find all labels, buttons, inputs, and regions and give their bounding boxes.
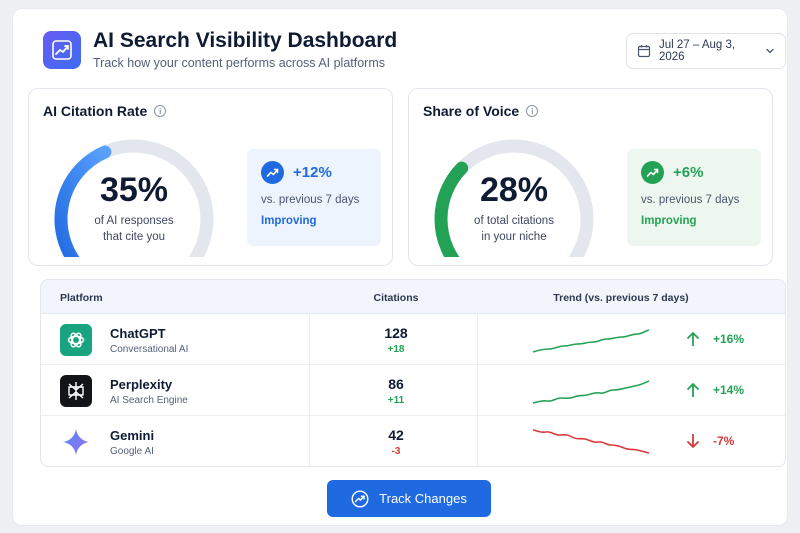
share-of-voice-delta: +6% <box>673 164 704 181</box>
share-of-voice-status: Improving <box>641 215 697 227</box>
platform-type: AI Search Engine <box>110 395 188 406</box>
caption-line-2: in your niche <box>481 231 547 243</box>
platform-name: Gemini <box>110 428 155 443</box>
citation-rate-title-row: AI Citation Rate i <box>43 103 167 119</box>
calendar-icon <box>637 45 651 58</box>
platform-name: Perplexity <box>110 377 173 392</box>
share-of-voice-delta-box: +6% vs. previous 7 days Improving <box>627 149 761 246</box>
trend-circle-icon <box>351 489 369 508</box>
platform-table: Platform Citations Trend (vs. previous 7… <box>40 279 786 467</box>
header-platform: Platform <box>60 292 103 304</box>
citation-rate-delta: +12% <box>293 164 332 181</box>
caption-line-1: of AI responses <box>94 215 174 227</box>
chevron-down-icon <box>766 48 774 54</box>
date-range-picker[interactable]: Jul 27 – Aug 3, 2026 <box>626 33 786 69</box>
date-range-text: Jul 27 – Aug 3, 2026 <box>659 39 736 63</box>
citation-rate-panel: AI Citation Rate i 35% of AI responses t… <box>28 88 393 266</box>
share-of-voice-delta-sub: vs. previous 7 days <box>641 194 740 206</box>
share-of-voice-value: 28% <box>479 171 549 209</box>
page-subtitle: Track how your content performs across A… <box>93 56 386 70</box>
dashboard-card: AI Search Visibility Dashboard Track how… <box>12 8 788 526</box>
track-changes-label: Track Changes <box>379 491 467 506</box>
citation-rate-caption: of AI responses that cite you <box>59 213 209 245</box>
arrow-up-icon <box>687 383 699 397</box>
track-changes-button[interactable]: Track Changes <box>327 480 491 517</box>
trend-percent: -7% <box>713 434 735 448</box>
citation-count: 128 <box>384 325 408 341</box>
trend-percent: +14% <box>713 383 745 397</box>
caption-line-1: of total citations <box>474 215 554 227</box>
citation-rate-title: AI Citation Rate <box>43 103 148 119</box>
citation-rate-delta-box: +12% vs. previous 7 days Improving <box>247 149 381 246</box>
perplexity-logo-icon <box>60 375 92 407</box>
share-of-voice-panel: Share of Voice i 28% of total citations … <box>408 88 773 266</box>
header-trend: Trend (vs. previous 7 days) <box>553 292 689 304</box>
info-icon[interactable]: i <box>154 105 167 117</box>
table-row[interactable]: ChatGPT Conversational AI 128 +18 +16% <box>41 314 785 365</box>
citation-delta: -3 <box>391 446 401 457</box>
header-citations: Citations <box>373 292 419 304</box>
gauge-fill <box>54 145 112 257</box>
platform-type: Google AI <box>110 446 154 457</box>
platform-name: ChatGPT <box>110 326 166 341</box>
table-row[interactable]: Perplexity AI Search Engine 86 +11 +14% <box>41 365 785 416</box>
table-row[interactable]: Gemini Google AI 42 -3 -7% <box>41 416 785 466</box>
citation-rate-gauge <box>54 139 214 257</box>
gemini-logo-icon <box>60 426 92 458</box>
arrow-up-icon <box>687 332 699 346</box>
gauge-fill <box>434 161 469 257</box>
trend-sparkline <box>532 429 650 454</box>
share-of-voice-title: Share of Voice <box>423 103 520 119</box>
citation-rate-delta-sub: vs. previous 7 days <box>261 194 360 206</box>
info-icon[interactable]: i <box>526 105 539 117</box>
page-title: AI Search Visibility Dashboard <box>93 29 398 52</box>
trend-percent: +16% <box>713 332 745 346</box>
share-of-voice-title-row: Share of Voice i <box>423 103 539 119</box>
table-header: Platform Citations Trend (vs. previous 7… <box>41 280 785 314</box>
arrow-down-icon <box>687 434 699 448</box>
share-of-voice-caption: of total citations in your niche <box>439 213 589 245</box>
trend-sparkline <box>532 329 650 353</box>
chatgpt-logo-icon <box>60 324 92 356</box>
trend-up-icon <box>261 161 284 184</box>
citation-count: 42 <box>388 427 404 443</box>
dashboard-logo-icon <box>43 31 81 69</box>
caption-line-2: that cite you <box>102 231 165 243</box>
citation-delta: +11 <box>387 395 405 406</box>
trend-sparkline <box>532 380 650 404</box>
citation-rate-status: Improving <box>261 215 317 227</box>
citation-delta: +18 <box>387 344 405 355</box>
share-of-voice-gauge <box>434 139 594 257</box>
platform-type: Conversational AI <box>110 344 189 355</box>
citation-rate-value: 35% <box>99 171 169 209</box>
citation-count: 86 <box>388 376 404 392</box>
trend-up-icon <box>641 161 664 184</box>
